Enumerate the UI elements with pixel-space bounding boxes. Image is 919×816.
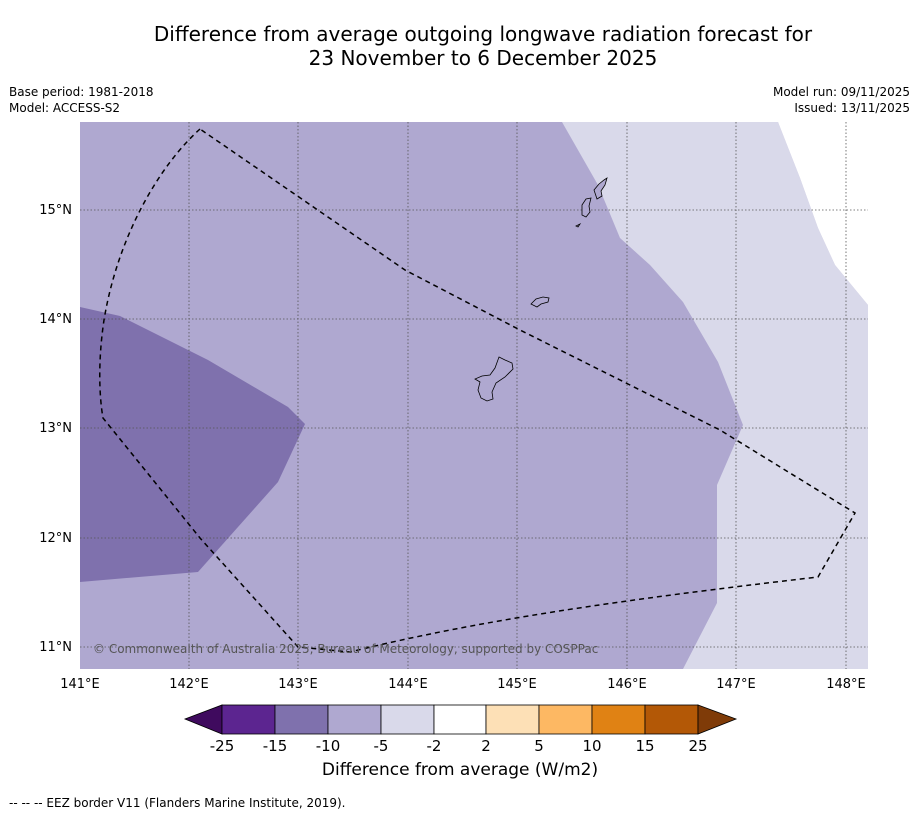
colorbar-swatch-4 — [380, 704, 435, 735]
colorbar-ticks: -25 -15 -10 -5 -2 2 5 10 15 25 — [210, 737, 708, 755]
title-line-2: 23 November to 6 December 2025 — [308, 46, 658, 70]
lat-label-14n: 14°N — [39, 312, 72, 327]
model-name: Model: ACCESS-S2 — [9, 101, 121, 115]
lon-label-145e: 145°E — [497, 677, 537, 692]
anomaly-field-minus2-to-minus5 — [562, 122, 868, 669]
cb-tick-7: 5 — [534, 737, 544, 755]
island-saipan — [593, 177, 608, 200]
meta-right: Model run: 09/11/2025 Issued: 13/11/2025 — [773, 84, 910, 116]
copyright-notice: © Commonwealth of Australia 2025, Bureau… — [93, 642, 598, 656]
cb-tick-5: -2 — [427, 737, 442, 755]
cb-tick-1: -25 — [210, 737, 235, 755]
lon-label-148e: 148°E — [826, 677, 866, 692]
lon-label-141e: 141°E — [60, 677, 100, 692]
anomaly-field-above-minus2 — [778, 122, 868, 305]
latitude-labels: 15°N 14°N 13°N 12°N 11°N — [39, 203, 72, 655]
meta-left: Base period: 1981-2018 Model: ACCESS-S2 — [9, 84, 154, 116]
cb-tick-2: -15 — [263, 737, 288, 755]
islands — [474, 177, 608, 402]
lat-label-13n: 13°N — [39, 421, 72, 436]
lat-label-12n: 12°N — [39, 531, 72, 546]
map-area: © Commonwealth of Australia 2025, Bureau… — [80, 122, 868, 669]
colorbar-swatch-2 — [274, 704, 329, 735]
colorbar-swatch-9 — [644, 704, 699, 735]
colorbar-extend-low — [183, 704, 223, 735]
lon-label-143e: 143°E — [278, 677, 318, 692]
cb-tick-6: 2 — [481, 737, 491, 755]
lon-label-144e: 144°E — [388, 677, 428, 692]
colorbar-extend-high — [697, 704, 738, 735]
island-rota — [530, 296, 550, 308]
gridlines — [80, 122, 868, 669]
island-aguijan — [575, 222, 582, 228]
issued-date: Issued: 13/11/2025 — [794, 101, 910, 115]
cb-tick-3: -10 — [316, 737, 341, 755]
colorbar-swatch-7 — [538, 704, 593, 735]
lat-label-11n: 11°N — [39, 640, 72, 655]
map-title: Difference from average outgoing longwav… — [0, 22, 919, 70]
base-period: Base period: 1981-2018 — [9, 85, 154, 99]
cb-tick-9: 15 — [635, 737, 654, 755]
island-guam — [474, 356, 514, 402]
colorbar — [183, 704, 738, 735]
lon-label-147e: 147°E — [716, 677, 756, 692]
longitude-labels: 141°E 142°E 143°E 144°E 145°E 146°E 147°… — [60, 677, 866, 692]
lon-label-146e: 146°E — [607, 677, 647, 692]
cb-tick-10: 25 — [688, 737, 707, 755]
anomaly-field-minus10-to-minus15 — [80, 307, 305, 582]
colorbar-swatch-8 — [591, 704, 646, 735]
cb-tick-8: 10 — [582, 737, 601, 755]
model-run: Model run: 09/11/2025 — [772, 85, 910, 99]
title-line-1: Difference from average outgoing longwav… — [153, 22, 813, 46]
island-tinian — [581, 197, 592, 218]
eez-border — [99, 128, 857, 653]
cb-tick-4: -5 — [374, 737, 389, 755]
colorbar-swatch-6 — [485, 704, 540, 735]
colorbar-title: Difference from average (W/m2) — [321, 760, 599, 780]
lon-label-142e: 142°E — [169, 677, 209, 692]
lat-label-15n: 15°N — [39, 203, 72, 218]
colorbar-swatch-1 — [221, 704, 276, 735]
colorbar-swatch-5 — [433, 704, 487, 735]
colorbar-swatch-3 — [327, 704, 382, 735]
eez-legend-note: -- -- -- EEZ border V11 (Flanders Marine… — [9, 796, 346, 810]
